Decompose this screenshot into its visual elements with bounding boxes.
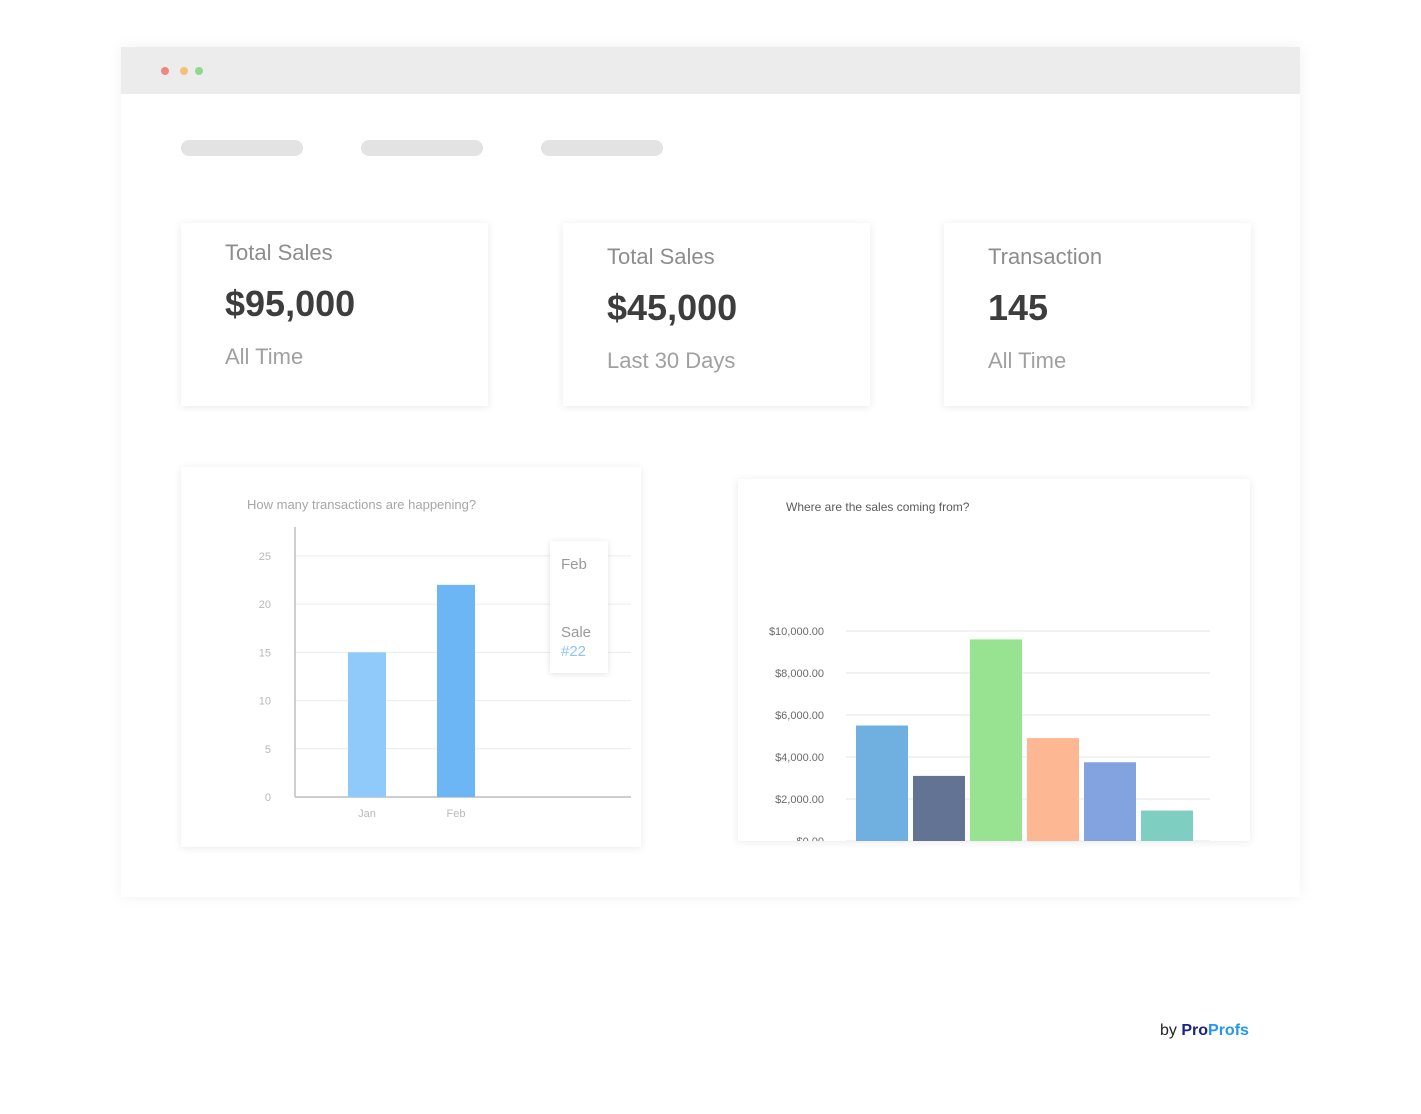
stat-period: All Time xyxy=(988,348,1067,373)
bar xyxy=(913,775,965,841)
nav-placeholder-3[interactable] xyxy=(541,140,663,156)
brand-by: by xyxy=(1160,1022,1177,1039)
title-bar xyxy=(121,47,1300,94)
minimize-window-button[interactable] xyxy=(180,67,188,75)
y-tick-label: $2,000.00 xyxy=(775,794,824,806)
maximize-window-button[interactable] xyxy=(195,67,203,75)
chart-title: Where are the sales coming from? xyxy=(786,500,970,514)
nav-placeholder-2[interactable] xyxy=(361,140,483,156)
bar xyxy=(970,639,1022,841)
stat-label: Transaction xyxy=(988,244,1103,269)
y-tick-label: 15 xyxy=(259,647,271,659)
bar xyxy=(1141,810,1193,841)
x-tick-label: Feb xyxy=(447,808,466,820)
stat-value: 145 xyxy=(988,287,1049,328)
stat-label: Total Sales xyxy=(225,240,333,265)
y-tick-label: $6,000.00 xyxy=(775,710,824,722)
bar xyxy=(348,652,386,797)
close-window-button[interactable] xyxy=(161,67,169,75)
brand-name-b: Profs xyxy=(1208,1022,1249,1039)
stat-value: $95,000 xyxy=(225,283,356,324)
stat-period: Last 30 Days xyxy=(607,348,736,373)
y-tick-label: 25 xyxy=(259,551,271,563)
tooltip-value: #22 xyxy=(561,643,587,660)
stat-value: $45,000 xyxy=(607,287,738,328)
y-tick-label: 5 xyxy=(265,744,271,756)
y-tick-label: 0 xyxy=(265,792,271,804)
sales-source-bar-chart: $0.00 $2,000.00 $4,000.00 $6,000.00 $8,000.0… xyxy=(769,626,1210,841)
app-window: Total Sales $95,000 All Time Total Sales… xyxy=(121,47,1300,897)
stat-period: All Time xyxy=(225,344,304,369)
nav-placeholder-1[interactable] xyxy=(181,140,303,156)
tooltip-label: Sale xyxy=(561,624,592,641)
x-tick-label: Jan xyxy=(358,808,376,820)
chart-title: How many transactions are happening? xyxy=(247,497,477,512)
bar xyxy=(1084,762,1136,841)
y-tick-label: 10 xyxy=(259,696,271,708)
stat-card-total-sales: Total Sales $95,000 All Time xyxy=(181,223,488,406)
y-tick-label: 20 xyxy=(259,599,271,611)
proprofs-logo: by ProProfs xyxy=(1160,1022,1249,1040)
brand-name-a: Pro xyxy=(1181,1022,1209,1039)
transactions-chart-card: How many transactions are happening? 0 5 1… xyxy=(181,467,641,847)
y-tick-label: $4,000.00 xyxy=(775,752,824,764)
transactions-bar-chart: 0 5 10 15 20 25 Jan Feb xyxy=(259,527,631,820)
stat-card-recent-sales: Total Sales $45,000 Last 30 Days xyxy=(563,223,870,406)
bar xyxy=(856,725,908,841)
y-tick-label: $0.00 xyxy=(796,836,824,841)
chart-tooltip: Feb Sale #22 xyxy=(550,541,608,673)
stat-label: Total Sales xyxy=(607,244,715,269)
bar xyxy=(437,584,475,797)
y-tick-label: $8,000.00 xyxy=(775,668,824,680)
bar xyxy=(1027,738,1079,841)
tooltip-category: Feb xyxy=(561,556,587,573)
y-tick-label: $10,000.00 xyxy=(769,626,824,638)
stat-card-transactions: Transaction 145 All Time xyxy=(944,223,1251,406)
sales-source-chart-card: Where are the sales coming from? $0.00 $2… xyxy=(738,479,1250,841)
